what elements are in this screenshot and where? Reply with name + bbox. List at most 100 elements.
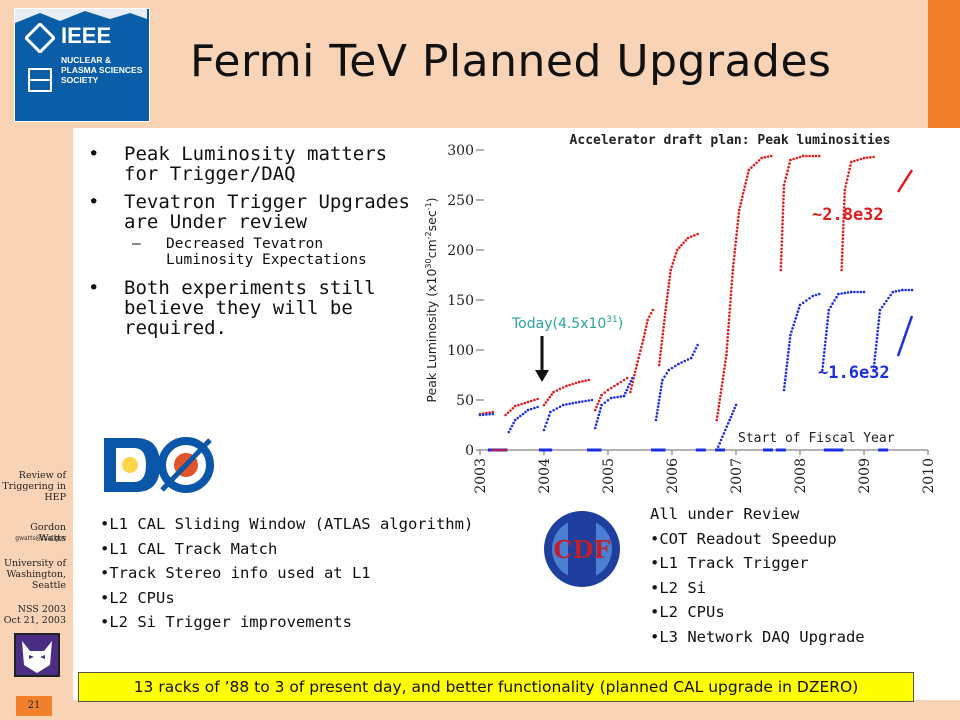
luminosity-chart: Accelerator draft plan: Peak luminositie… (420, 120, 940, 510)
list-item: •L2 Si (650, 578, 706, 597)
data-point (574, 381, 578, 385)
data-point (599, 406, 602, 410)
list-item: •COT Readout Speedup (650, 529, 837, 548)
data-point (790, 330, 793, 333)
data-point (782, 187, 786, 190)
data-point (822, 351, 826, 354)
cdf-logo: CDF (540, 506, 640, 592)
data-point (584, 399, 587, 403)
data-point (717, 405, 721, 408)
data-point (729, 297, 732, 300)
diamond-icon (25, 23, 55, 53)
data-point (872, 155, 875, 159)
data-point (779, 261, 783, 265)
y-axis-label-part: ) (424, 197, 439, 202)
data-point (696, 343, 699, 347)
data-point (736, 222, 739, 226)
data-point (841, 240, 845, 244)
snow-mountain-icon (15, 9, 147, 23)
data-point (640, 345, 643, 349)
data-point (545, 421, 548, 425)
data-point (609, 386, 613, 390)
data-point (544, 401, 548, 404)
x-tick-label: 2009 (857, 458, 873, 494)
data-point (842, 202, 846, 206)
data-point (901, 288, 904, 292)
data-point (782, 194, 785, 197)
data-point (862, 290, 866, 294)
data-point (793, 320, 796, 323)
data-point (824, 336, 828, 340)
sidebar-email: gwatts@fnal.gov (15, 535, 66, 542)
data-point (825, 322, 829, 326)
data-point (732, 409, 735, 413)
data-point (665, 372, 668, 375)
data-point (584, 379, 587, 382)
red-arrow (896, 169, 914, 193)
cdf-text: CDF (554, 535, 611, 564)
data-point (658, 392, 662, 395)
data-point (667, 285, 670, 288)
data-point (782, 190, 786, 194)
data-point (769, 154, 773, 158)
x-tick-label: 2005 (601, 458, 617, 494)
data-point (755, 161, 758, 165)
data-point (666, 288, 670, 292)
data-point (722, 370, 726, 374)
data-point (507, 430, 511, 434)
red-value-annotation: ~2.8e32 (812, 205, 884, 225)
data-point (877, 322, 880, 326)
data-point (577, 380, 581, 384)
list-item: •Track Stereo info used at L1 (100, 564, 371, 582)
data-point (872, 368, 875, 372)
data-point (595, 420, 599, 423)
d0-logo (100, 430, 220, 500)
data-point (798, 155, 802, 159)
data-point (661, 329, 665, 332)
data-point (792, 323, 795, 327)
y-tick-label: 300 (447, 143, 474, 159)
data-point (840, 261, 844, 265)
data-point (616, 395, 619, 399)
data-point (638, 352, 641, 356)
data-point (882, 302, 886, 306)
data-point (642, 335, 646, 338)
data-point (853, 290, 856, 294)
data-point (718, 442, 721, 445)
data-point (660, 343, 663, 346)
cdf-upgrade-list: All under Review •COT Readout Speedup •L… (650, 502, 865, 649)
data-point (725, 346, 729, 350)
today-arrow-head (535, 370, 549, 382)
data-point (729, 293, 733, 297)
data-point (673, 255, 677, 258)
summary-banner: 13 racks of ’88 to 3 of present day, and… (78, 672, 914, 702)
data-point (691, 353, 695, 357)
data-point (619, 380, 623, 384)
data-point (784, 374, 787, 378)
data-point (660, 339, 664, 343)
data-point (785, 368, 788, 371)
x-tick-label: 2008 (793, 458, 809, 494)
data-point (822, 358, 825, 361)
d0-upgrade-list: •L1 CAL Sliding Window (ATLAS algorithm)… (100, 512, 473, 635)
data-point (491, 410, 495, 414)
data-point (841, 233, 845, 237)
data-point (760, 156, 763, 160)
data-point (847, 171, 851, 174)
data-point (736, 226, 739, 229)
data-point (657, 398, 661, 402)
data-point (663, 319, 666, 322)
data-point (629, 387, 633, 390)
data-point (631, 376, 634, 380)
data-point (727, 321, 731, 325)
data-point (721, 377, 725, 381)
data-point (658, 356, 662, 360)
data-point (668, 275, 672, 278)
data-point (907, 288, 911, 292)
data-point (645, 322, 649, 325)
data-point (897, 289, 901, 292)
data-point (737, 208, 741, 212)
data-point (743, 185, 747, 188)
data-point (628, 382, 631, 386)
data-point (814, 293, 818, 297)
